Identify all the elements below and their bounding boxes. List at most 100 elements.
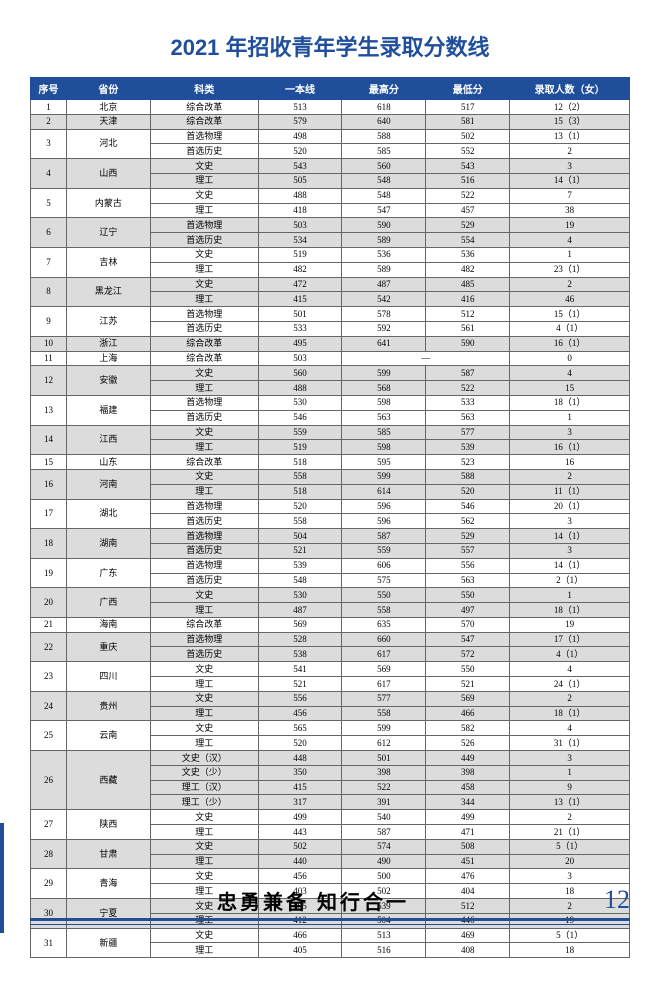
cell-seq: 15: [31, 455, 67, 470]
cell-max: 542: [342, 292, 426, 307]
cell-province: 云南: [66, 721, 150, 751]
cell-max: 588: [342, 129, 426, 144]
cell-max: 516: [342, 943, 426, 958]
cell-subject: 理工（汉）: [150, 780, 258, 795]
cell-count: 3: [510, 425, 630, 440]
cell-seq: 9: [31, 307, 67, 337]
cell-count: 2: [510, 277, 630, 292]
cell-line: 519: [258, 247, 342, 262]
cell-subject: 首选物理: [150, 558, 258, 573]
cell-subject: 首选物理: [150, 632, 258, 647]
cell-subject: 文史: [150, 810, 258, 825]
cell-line: 415: [258, 292, 342, 307]
cell-min: 572: [426, 647, 510, 662]
cell-count: 31（1）: [510, 736, 630, 751]
cell-seq: 3: [31, 129, 67, 159]
cell-seq: 25: [31, 721, 67, 751]
cell-count: 21（1）: [510, 825, 630, 840]
table-row: 18湖南首选物理50458752914（1）: [31, 529, 630, 544]
cell-min: 499: [426, 810, 510, 825]
cell-min: 512: [426, 307, 510, 322]
cell-max: 568: [342, 381, 426, 396]
cell-min: 561: [426, 321, 510, 336]
cell-min: 569: [426, 691, 510, 706]
cell-count: 18: [510, 943, 630, 958]
cell-line: 534: [258, 233, 342, 248]
cell-seq: 19: [31, 558, 67, 588]
cell-province: 内蒙古: [66, 188, 150, 218]
cell-subject: 理工: [150, 854, 258, 869]
cell-line: 560: [258, 366, 342, 381]
cell-max: 599: [342, 469, 426, 484]
cell-province: 湖北: [66, 499, 150, 529]
cell-max: 596: [342, 499, 426, 514]
cell-subject: 文史（汉）: [150, 751, 258, 766]
page-number: 12: [596, 885, 630, 915]
cell-subject: 首选物理: [150, 529, 258, 544]
cell-seq: 13: [31, 395, 67, 425]
cell-max: 540: [342, 810, 426, 825]
cell-subject: 理工（少）: [150, 795, 258, 810]
table-row: 4山西文史5435605433: [31, 159, 630, 174]
cell-max: 575: [342, 573, 426, 588]
cell-seq: 2: [31, 114, 67, 129]
cell-min: 557: [426, 543, 510, 558]
cell-line: 317: [258, 795, 342, 810]
cell-line: 405: [258, 943, 342, 958]
cell-max: 487: [342, 277, 426, 292]
cell-province: 山东: [66, 455, 150, 470]
cell-seq: 26: [31, 751, 67, 810]
table-row: 5内蒙古文史4885485227: [31, 188, 630, 203]
cell-count: 4: [510, 721, 630, 736]
cell-province: 辽宁: [66, 218, 150, 248]
page-footer: 忠勇兼备 知行合一 12: [30, 885, 630, 921]
cell-count: 13（1）: [510, 795, 630, 810]
cell-line: 520: [258, 736, 342, 751]
cell-min: 552: [426, 144, 510, 159]
cell-subject: 理工: [150, 677, 258, 692]
cell-count: 16（1）: [510, 336, 630, 351]
cell-min: 398: [426, 765, 510, 780]
cell-max: 536: [342, 247, 426, 262]
cell-dash: —: [342, 351, 510, 366]
header-seq: 序号: [31, 78, 67, 100]
cell-min: 482: [426, 262, 510, 277]
cell-count: 1: [510, 588, 630, 603]
cell-line: 501: [258, 307, 342, 322]
cell-line: 487: [258, 603, 342, 618]
cell-min: 522: [426, 381, 510, 396]
cell-subject: 文史: [150, 928, 258, 943]
cell-max: 585: [342, 144, 426, 159]
cell-count: 5（1）: [510, 928, 630, 943]
cell-min: 550: [426, 662, 510, 677]
cell-subject: 首选物理: [150, 129, 258, 144]
cell-province: 湖南: [66, 529, 150, 559]
cell-subject: 文史: [150, 588, 258, 603]
cell-line: 440: [258, 854, 342, 869]
cell-line: 502: [258, 839, 342, 854]
cell-province: 山西: [66, 159, 150, 189]
cell-line: 518: [258, 455, 342, 470]
table-row: 9江苏首选物理50157851215（1）: [31, 307, 630, 322]
cell-line: 488: [258, 381, 342, 396]
cell-subject: 综合改革: [150, 351, 258, 366]
cell-line: 533: [258, 321, 342, 336]
cell-province: 安徽: [66, 366, 150, 396]
cell-subject: 首选历史: [150, 647, 258, 662]
cell-max: 513: [342, 928, 426, 943]
cell-count: 4: [510, 662, 630, 677]
cell-subject: 理工: [150, 825, 258, 840]
cell-max: 577: [342, 691, 426, 706]
cell-min: 587: [426, 366, 510, 381]
table-row: 17湖北首选物理52059654620（1）: [31, 499, 630, 514]
cell-min: 563: [426, 573, 510, 588]
cell-subject: 首选物理: [150, 307, 258, 322]
cell-subject: 理工: [150, 736, 258, 751]
cell-subject: 理工: [150, 943, 258, 958]
cell-seq: 6: [31, 218, 67, 248]
cell-min: 581: [426, 114, 510, 129]
cell-count: 16（1）: [510, 440, 630, 455]
table-row: 29青海文史4565004763: [31, 869, 630, 884]
cell-max: 391: [342, 795, 426, 810]
cell-seq: 14: [31, 425, 67, 455]
